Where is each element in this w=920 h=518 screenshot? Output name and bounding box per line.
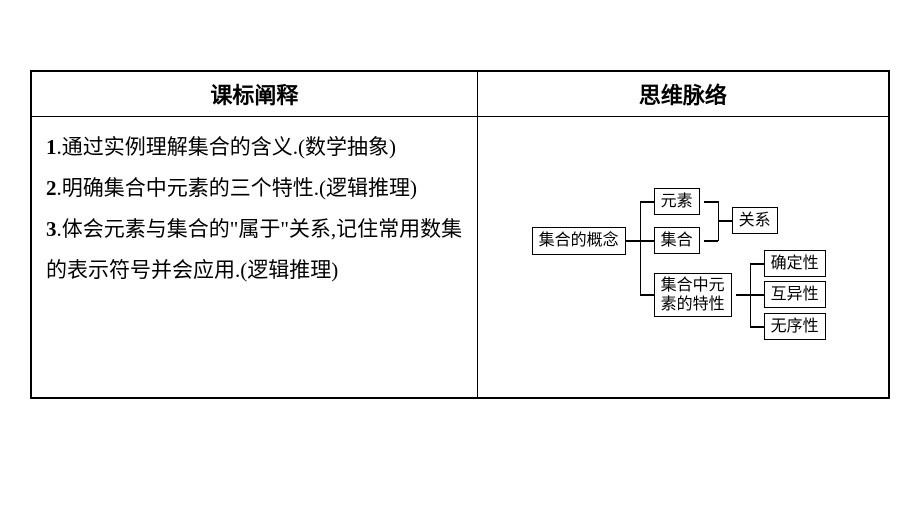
conn-to-rel: [718, 220, 732, 222]
objective-2-text: .明确集合中元素的三个特性.(逻辑推理): [57, 176, 418, 200]
conn-to-n2: [640, 240, 654, 242]
objective-1-num: 1: [46, 135, 57, 159]
conn-to-p3: [750, 326, 764, 328]
mindmap-cell: 集合的概念 元素 集合: [477, 117, 889, 399]
diagram-wrapper: 集合的概念 元素 集合: [492, 127, 874, 387]
objective-1: 1.通过实例理解集合的含义.(数学抽象): [46, 127, 463, 168]
conn-n1-out: [704, 201, 718, 203]
node-unordered: 无序性: [764, 313, 826, 340]
node-deterministic: 确定性: [764, 250, 826, 277]
node-relation: 关系: [732, 207, 778, 234]
objectives-list: 1.通过实例理解集合的含义.(数学抽象) 2.明确集合中元素的三个特性.(逻辑推…: [46, 127, 463, 291]
conn-n3-out: [736, 294, 750, 296]
objective-2-num: 2: [46, 176, 57, 200]
concept-diagram: 集合的概念 元素 集合: [532, 159, 892, 359]
conn-to-p2: [750, 294, 764, 296]
conn-to-p1: [750, 263, 764, 265]
objective-3: 3.体会元素与集合的"属于"关系,记住常用数集的表示符号并会应用.(逻辑推理): [46, 209, 463, 291]
objective-1-text: .通过实例理解集合的含义.(数学抽象): [57, 135, 397, 159]
conn-to-n1: [640, 201, 654, 203]
node-set: 集合: [654, 227, 700, 254]
node-properties-l1: 集合中元: [661, 276, 725, 295]
conn-vert-main: [640, 201, 642, 295]
conn-root-out: [626, 240, 640, 242]
layout-table: 课标阐释 思维脉络 1.通过实例理解集合的含义.(数学抽象) 2.明确集合中元素…: [30, 70, 890, 399]
conn-n2-out: [704, 240, 718, 242]
objectives-cell: 1.通过实例理解集合的含义.(数学抽象) 2.明确集合中元素的三个特性.(逻辑推…: [31, 117, 477, 399]
node-properties: 集合中元 素的特性: [654, 273, 732, 317]
objective-2: 2.明确集合中元素的三个特性.(逻辑推理): [46, 168, 463, 209]
header-objectives: 课标阐释: [31, 71, 477, 117]
node-distinct: 互异性: [764, 281, 826, 308]
node-properties-l2: 素的特性: [661, 295, 725, 314]
node-root: 集合的概念: [532, 227, 626, 255]
node-element: 元素: [654, 188, 700, 215]
objective-3-num: 3: [46, 217, 57, 241]
header-mindmap: 思维脉络: [477, 71, 889, 117]
conn-to-n3: [640, 294, 654, 296]
objective-3-text: .体会元素与集合的"属于"关系,记住常用数集的表示符号并会应用.(逻辑推理): [46, 217, 462, 282]
